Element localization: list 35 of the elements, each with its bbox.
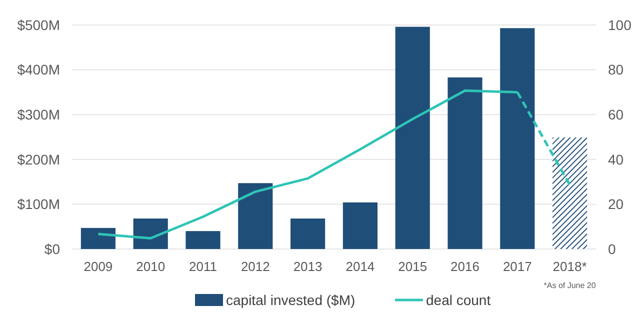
bar: [395, 26, 430, 249]
x-tick-label: 2014: [346, 259, 375, 274]
bar: [133, 218, 168, 249]
y-tick-label: $500M: [17, 16, 60, 33]
y2-tick-label: 20: [608, 196, 624, 212]
bar: [448, 77, 482, 249]
x-tick-label: 2013: [293, 259, 322, 274]
text: *As of June 20: [544, 281, 596, 290]
bar: [290, 218, 326, 249]
x-tick-label: 2011: [189, 259, 217, 274]
y-tick-label: $200M: [17, 151, 60, 168]
y2-tick-label: 60: [608, 106, 624, 122]
y-tick-label: $300M: [17, 106, 60, 122]
x-tick-label: 2009: [84, 259, 113, 274]
bar: [552, 137, 588, 249]
x-tick-label: 2012: [240, 259, 270, 274]
bar: [238, 183, 273, 249]
bar: [186, 231, 220, 249]
x-tick-label: 2015: [398, 259, 428, 274]
x-tick-label: 2010: [136, 259, 166, 274]
y2-tick-label: 80: [608, 62, 624, 78]
y2-tick-label: 40: [608, 151, 624, 168]
legend-label: capital invested ($M): [226, 292, 356, 308]
x-tick-label: 2016: [450, 259, 480, 274]
y-tick-label: $0: [44, 240, 60, 257]
y2-tick-label: 100: [608, 16, 632, 33]
x-tick-label: 2018*: [552, 259, 587, 274]
x-tick-label: 2017: [502, 259, 532, 274]
y2-tick-label: 0: [608, 240, 616, 257]
bar: [342, 202, 378, 249]
legend-label: deal count: [426, 292, 491, 308]
y-tick-label: $100M: [17, 196, 60, 212]
bar: [500, 28, 535, 249]
bar: [80, 228, 116, 249]
y-tick-label: $400M: [17, 62, 60, 78]
